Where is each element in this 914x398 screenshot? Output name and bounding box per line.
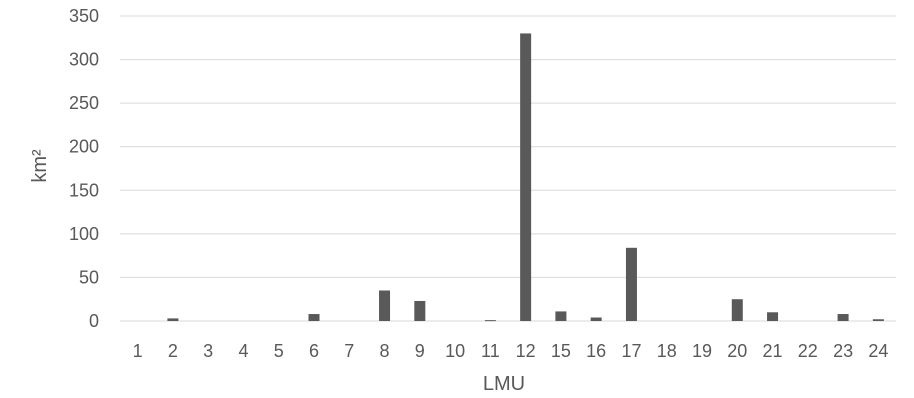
bar-lmu-8 <box>379 290 391 321</box>
y-tick-label: 100 <box>69 224 99 244</box>
bar-lmu-24 <box>872 319 884 321</box>
y-tick-label: 50 <box>79 267 99 287</box>
x-tick-label: 17 <box>621 341 641 361</box>
x-tick-label: 2 <box>168 341 178 361</box>
x-axis-tick-labels: 1 2 3 4 5 6 7 8 9 10 11 12 15 16 17 18 19 20 21 22 23 24 <box>133 341 889 361</box>
bar-lmu-15 <box>555 311 567 321</box>
x-tick-label: 3 <box>203 341 213 361</box>
x-tick-label: 18 <box>657 341 677 361</box>
x-tick-label: 8 <box>380 341 390 361</box>
x-tick-label: 16 <box>586 341 606 361</box>
x-tick-label: 20 <box>727 341 747 361</box>
x-tick-label: 4 <box>238 341 248 361</box>
x-tick-label: 19 <box>692 341 712 361</box>
x-tick-label: 12 <box>516 341 536 361</box>
y-tick-label: 200 <box>69 137 99 157</box>
y-axis-tick-labels: 0 50 100 150 200 250 300 350 <box>69 6 99 331</box>
x-tick-label: 24 <box>868 341 888 361</box>
x-tick-label: 10 <box>445 341 465 361</box>
x-axis-title: LMU <box>483 373 525 395</box>
y-axis-title: km² <box>29 149 51 183</box>
bar-lmu-12 <box>520 33 532 322</box>
bar-lmu-17 <box>625 247 637 321</box>
x-tick-label: 23 <box>833 341 853 361</box>
bars <box>167 33 884 322</box>
x-tick-label: 7 <box>344 341 354 361</box>
bar-lmu-20 <box>731 299 743 321</box>
bar-lmu-23 <box>837 314 849 321</box>
x-tick-label: 9 <box>415 341 425 361</box>
x-tick-label: 11 <box>481 341 500 361</box>
y-tick-label: 350 <box>69 6 99 26</box>
bar-lmu-6 <box>308 314 320 321</box>
bar-lmu-9 <box>414 300 426 321</box>
gridlines <box>120 15 896 322</box>
x-tick-label: 6 <box>309 341 319 361</box>
y-tick-label: 300 <box>69 50 99 70</box>
bar-lmu-16 <box>590 317 602 321</box>
y-tick-label: 250 <box>69 93 99 113</box>
y-tick-label: 0 <box>89 311 99 331</box>
bar-lmu-11 <box>484 320 496 322</box>
x-tick-label: 5 <box>274 341 284 361</box>
x-tick-label: 15 <box>551 341 571 361</box>
bar-lmu-21 <box>767 312 779 321</box>
x-tick-label: 21 <box>763 341 783 361</box>
y-tick-label: 150 <box>69 180 99 200</box>
x-tick-label: 22 <box>798 341 818 361</box>
bar-lmu-2 <box>167 318 179 321</box>
x-tick-label: 1 <box>133 341 143 361</box>
